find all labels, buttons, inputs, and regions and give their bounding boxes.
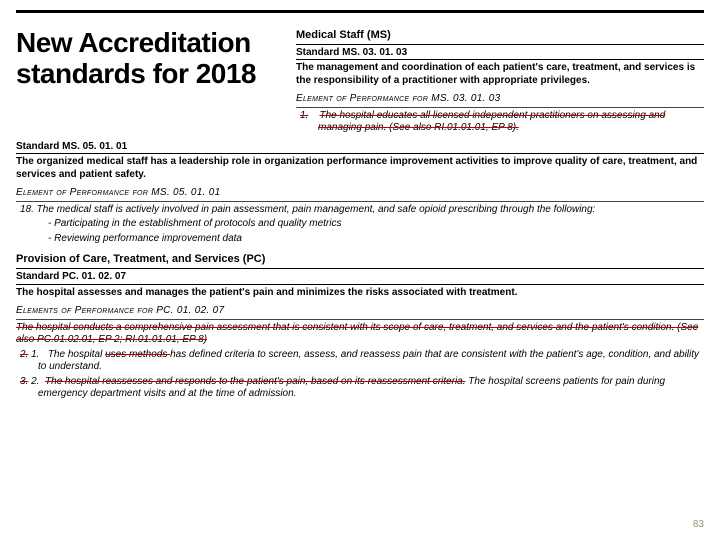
ms-std1-elem-head: Element of Performance for MS. 03. 01. 0… bbox=[296, 93, 704, 108]
ms-std1-body: The management and coordination of each … bbox=[296, 62, 704, 87]
elem-head-text-2: Element of Performance for MS. 05. 01. 0… bbox=[16, 187, 220, 198]
ms-std2-head: Standard MS. 05. 01. 01 bbox=[16, 141, 704, 155]
page-number: 83 bbox=[693, 519, 704, 530]
struck-text: The hospital educates all licensed indep… bbox=[318, 110, 665, 134]
full-column: Standard MS. 05. 01. 01 The organized me… bbox=[16, 141, 704, 401]
pc-struck-1-text: The hospital conducts a comprehensive pa… bbox=[16, 322, 698, 346]
title-line-1: New Accreditation bbox=[16, 27, 251, 58]
ms-std2-body: The organized medical staff has a leader… bbox=[16, 156, 704, 181]
pc-l3-numstruck: 3. bbox=[20, 376, 28, 387]
left-column: New Accreditation standards for 2018 bbox=[16, 27, 296, 135]
pc-std1-body: The hospital assesses and manages the pa… bbox=[16, 287, 704, 300]
title-line-2: standards for 2018 bbox=[16, 58, 256, 89]
ms-std1-head: Standard MS. 03. 01. 03 bbox=[296, 47, 704, 61]
ms-std2-elem-head: Element of Performance for MS. 05. 01. 0… bbox=[16, 187, 704, 202]
ms-std2-sub2: - Reviewing performance improvement data bbox=[16, 233, 704, 246]
pc-l2-struck: uses methods bbox=[105, 349, 170, 360]
right-column: Medical Staff (MS) Standard MS. 03. 01. … bbox=[296, 27, 704, 135]
ms-std1-elem-struck: 1. The hospital educates all licensed in… bbox=[296, 110, 704, 135]
pc-std1-elem-head: Elements of Performance for PC. 01. 02. … bbox=[16, 305, 704, 320]
pc-l2-newnum: 1. bbox=[31, 349, 39, 360]
pc-l3-struck: The hospital reassesses and responds to … bbox=[45, 376, 465, 387]
pc-line-3: 3. 2. The hospital reassesses and respon… bbox=[16, 376, 704, 401]
elem-head-text-3: Elements of Performance for PC. 01. 02. … bbox=[16, 305, 224, 316]
pc-section-header: Provision of Care, Treatment, and Servic… bbox=[16, 253, 704, 269]
top-rule bbox=[16, 10, 704, 13]
elem-head-text: Element of Performance for MS. 03. 01. 0… bbox=[296, 93, 500, 104]
struck-num: 1. bbox=[300, 110, 308, 121]
pc-l2-numstruck: 2. bbox=[20, 349, 28, 360]
page-title: New Accreditation standards for 2018 bbox=[16, 27, 286, 90]
pc-line-2: 2. 1. The hospital uses methods has defi… bbox=[16, 349, 704, 374]
pc-l3-newnum: 2. bbox=[31, 376, 39, 387]
ms-section-header: Medical Staff (MS) bbox=[296, 29, 704, 45]
pc-struck-1: The hospital conducts a comprehensive pa… bbox=[16, 322, 704, 347]
ms-std2-elem-body: 18. The medical staff is actively involv… bbox=[16, 204, 704, 217]
ms-std2-sub1: - Participating in the establishment of … bbox=[16, 218, 704, 231]
pc-std1-head: Standard PC. 01. 02. 07 bbox=[16, 271, 704, 285]
pc-l2-a: The hospital bbox=[48, 349, 105, 360]
